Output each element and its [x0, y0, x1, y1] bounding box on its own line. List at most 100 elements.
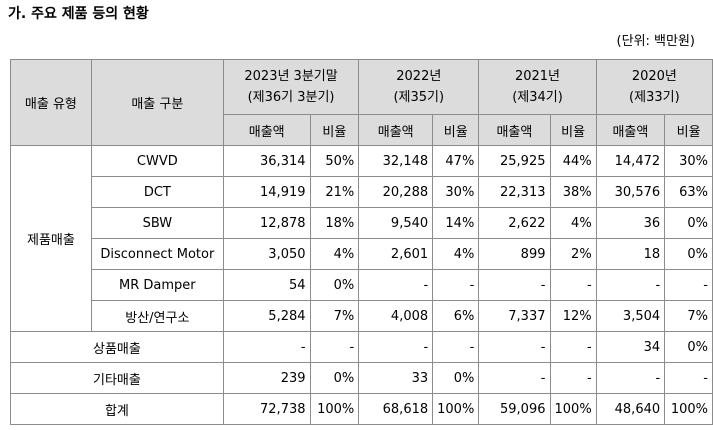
table-cell: 4%	[432, 238, 480, 270]
table-row: 제품매출 CWVD 36,314 50% 32,148 47% 25,925 44% 14,47…	[10, 145, 713, 332]
table-cell: 0%	[664, 207, 713, 239]
table-cell: -	[309, 331, 360, 363]
table-cell: 63%	[664, 176, 713, 208]
row-label: Disconnect Motor	[90, 238, 224, 270]
row-label: 기타매출	[10, 362, 224, 394]
table-row: 기타매출 239 0% 33 0% - - - -	[10, 362, 713, 394]
row-label: 상품매출	[10, 331, 224, 363]
table-cell: -	[358, 269, 434, 301]
table-cell: -	[222, 331, 311, 363]
table-cell: -	[432, 331, 480, 363]
table-cell: -	[664, 362, 713, 394]
row-label: 방산/연구소	[90, 300, 224, 332]
table-row: SBW 12,878 18% 9,540 14% 2,622 4% 36 0%	[11, 207, 713, 239]
table-cell: 33	[358, 362, 434, 394]
sub-amount: 매출액	[595, 114, 666, 146]
row-group-label: 제품매출	[10, 145, 92, 332]
table-cell: 18%	[309, 207, 360, 239]
table-cell: 4%	[549, 207, 597, 239]
sub-ratio: 비율	[309, 114, 360, 146]
table-cell: 6%	[432, 300, 480, 332]
table-cell: 14%	[432, 207, 480, 239]
table-cell: 4%	[309, 238, 360, 270]
table-cell: 20,288	[358, 176, 434, 208]
table-cell: 34	[595, 331, 666, 363]
table-cell: 2%	[549, 238, 597, 270]
table-row: 합계 72,738 100% 68,618 100% 59,096 100% 48,640 10…	[10, 393, 713, 425]
table-row: 방산/연구소 5,284 7% 4,008 6% 7,337 12% 3,504 7%	[11, 300, 713, 332]
table-cell: 4,008	[358, 300, 434, 332]
table-cell: 36	[595, 207, 666, 239]
table-cell: 68,618	[358, 393, 434, 425]
table-cell: 2,622	[478, 207, 551, 239]
table-cell: 14,919	[222, 176, 311, 208]
sub-amount: 매출액	[358, 114, 434, 146]
table-cell: 25,925	[478, 145, 551, 177]
table-cell: 12%	[549, 300, 597, 332]
table-cell: 59,096	[478, 393, 551, 425]
table-cell: 54	[222, 269, 311, 301]
table-cell: 3,504	[595, 300, 666, 332]
sub-ratio: 비율	[664, 114, 713, 146]
sub-amount: 매출액	[478, 114, 551, 146]
row-label: MR Damper	[90, 269, 224, 301]
table-cell: 7%	[309, 300, 360, 332]
row-label: 합계	[10, 393, 224, 425]
table-row: 상품매출 - - - - - -34 0%	[10, 331, 713, 363]
table-cell: 30%	[664, 145, 713, 177]
table-cell: 50%	[309, 145, 360, 177]
table-cell: 2,601	[358, 238, 434, 270]
table-cell: 30,576	[595, 176, 666, 208]
table-cell: 22,313	[478, 176, 551, 208]
table-cell: 3,050	[222, 238, 311, 270]
table-cell: -	[664, 269, 713, 301]
product-sales-table: 매출 유형 매출 구분 2023년 3분기말 (제36기 3분기) 2022년 (제…	[10, 59, 713, 425]
table-cell: 100%	[549, 393, 597, 425]
table-cell: -	[478, 362, 551, 394]
table-cell: 48,640	[595, 393, 666, 425]
row-label: CWVD	[90, 145, 224, 177]
sub-ratio: 비율	[549, 114, 597, 146]
col-sales-type: 매출 유형	[10, 59, 92, 146]
table-cell: 100%	[432, 393, 480, 425]
table-cell: 47%	[432, 145, 480, 177]
sub-amount: 매출액	[222, 114, 311, 146]
table-cell: 0%	[432, 362, 480, 394]
table-cell: 0%	[309, 362, 360, 394]
period-header: 2023년 3분기말 (제36기 3분기)	[222, 59, 360, 115]
table-row: DCT 14,919 21% 20,288 30% 22,313 38% 30,576 63%	[11, 176, 713, 208]
period-header: 2021년 (제34기)	[478, 59, 597, 115]
table-cell: -	[595, 269, 666, 301]
table-cell: 100%	[664, 393, 713, 425]
table-cell: -	[478, 331, 551, 363]
table-cell: 9,540	[358, 207, 434, 239]
table-cell: -	[549, 269, 597, 301]
table-cell: 32,148	[358, 145, 434, 177]
table-cell: 0%	[309, 269, 360, 301]
table-cell: -	[549, 362, 597, 394]
sub-ratio: 비율	[432, 114, 480, 146]
table-cell: 44%	[549, 145, 597, 177]
col-sales-category: 매출 구분	[90, 59, 224, 146]
row-label: SBW	[90, 207, 224, 239]
table-cell: -	[478, 269, 551, 301]
table-cell: 21%	[309, 176, 360, 208]
table-row: Disconnect Motor 3,050 4% 2,601 4% 899 2% 18 0%	[11, 238, 713, 270]
table-cell: 0%	[664, 238, 713, 270]
table-cell: 100%	[309, 393, 360, 425]
table-cell: 14,472	[595, 145, 666, 177]
section-heading: 가. 주요 제품 등의 현황	[8, 6, 149, 22]
row-label: DCT	[90, 176, 224, 208]
period-header: 2020년 (제33기)	[595, 59, 713, 115]
table-cell: -	[549, 331, 597, 363]
table-cell: 239	[222, 362, 311, 394]
table-cell: 18	[595, 238, 666, 270]
table-cell: 5,284	[222, 300, 311, 332]
table-cell: 0%	[664, 331, 713, 363]
table-cell: 7%	[664, 300, 713, 332]
table-cell: 36,314	[222, 145, 311, 177]
table-cell: 72,738	[222, 393, 311, 425]
unit-label: (단위: 백만원)	[616, 34, 695, 49]
table-cell: 12,878	[222, 207, 311, 239]
table-cell: 30%	[432, 176, 480, 208]
